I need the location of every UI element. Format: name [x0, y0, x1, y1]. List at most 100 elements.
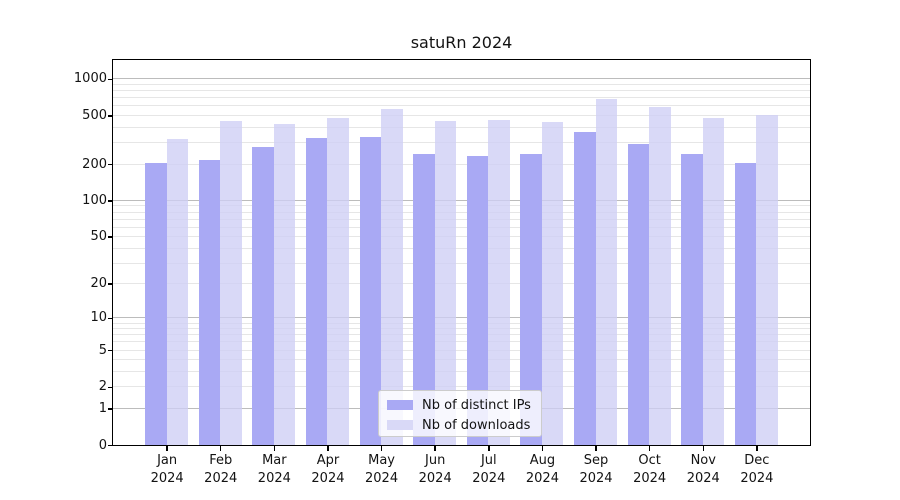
- gridline-y-900: [113, 84, 810, 86]
- x-tick-mark-4: [327, 445, 329, 451]
- y-tick-label-500: 500: [82, 108, 107, 124]
- gridline-y-800: [113, 90, 810, 92]
- x-tick-mark-6: [434, 445, 436, 451]
- gridline-y-3: [113, 371, 810, 373]
- gridline-y-100: [113, 199, 810, 201]
- legend-label-downloads: Nb of downloads: [422, 417, 531, 433]
- y-tick-mark-10: [108, 317, 113, 320]
- x-tick-label-9: Sep 2024: [579, 453, 613, 486]
- x-tick-mark-9: [595, 445, 597, 451]
- y-tick-label-0: 0: [98, 437, 107, 453]
- y-tick-mark-1: [108, 408, 113, 410]
- y-tick-mark-5: [108, 349, 113, 352]
- bar-downloads-12: [756, 114, 778, 445]
- plot-area: [112, 59, 811, 446]
- gridline-y-90: [113, 205, 810, 207]
- bar-distinct-ips-3: [252, 147, 274, 445]
- x-tick-label-10: Oct 2024: [633, 453, 667, 486]
- bar-distinct-ips-7: [466, 156, 489, 445]
- legend-item-distinct-ips: Nb of distinct IPs: [387, 397, 533, 413]
- gridline-y-700: [113, 97, 810, 99]
- bar-downloads-7: [488, 120, 510, 445]
- x-tick-mark-2: [219, 445, 222, 451]
- y-tick-label-20: 20: [90, 276, 107, 292]
- x-tick-label-8: Aug 2024: [525, 453, 559, 486]
- x-tick-label-5: May 2024: [365, 453, 399, 486]
- gridline-y-40: [113, 247, 810, 249]
- bar-distinct-ips-1: [145, 162, 167, 445]
- bar-downloads-1: [166, 139, 189, 445]
- y-tick-label-5: 5: [98, 342, 107, 358]
- gridline-y-5: [113, 349, 810, 351]
- x-tick-label-3: Mar 2024: [257, 453, 291, 486]
- y-tick-label-10: 10: [90, 310, 107, 326]
- gridline-y-6: [113, 341, 810, 343]
- y-tick-mark-2: [108, 386, 113, 389]
- chart-title: satuRn 2024: [410, 33, 513, 52]
- legend-swatch-downloads: [387, 420, 413, 430]
- bar-downloads-6: [434, 120, 457, 445]
- x-tick-label-6: Jun 2024: [418, 453, 452, 486]
- bar-distinct-ips-10: [627, 143, 650, 445]
- gridline-y-300: [113, 142, 810, 144]
- bar-downloads-5: [381, 109, 403, 445]
- x-tick-mark-10: [648, 445, 651, 451]
- bar-distinct-ips-6: [413, 153, 435, 445]
- y-tick-label-100: 100: [82, 192, 107, 208]
- gridline-y-10: [113, 317, 810, 319]
- gridline-y-1000: [113, 78, 810, 80]
- x-tick-label-11: Nov 2024: [686, 453, 720, 486]
- gridline-y-60: [113, 226, 810, 228]
- x-tick-mark-12: [756, 445, 758, 451]
- y-tick-label-1000: 1000: [73, 71, 107, 87]
- gridline-y-7: [113, 334, 810, 336]
- y-tick-mark-1000: [108, 78, 113, 81]
- bar-downloads-3: [273, 123, 296, 445]
- gridline-y-70: [113, 218, 810, 220]
- gridline-y-9: [113, 322, 810, 324]
- y-tick-mark-0: [108, 444, 113, 447]
- y-tick-label-50: 50: [90, 229, 107, 245]
- gridline-y-50: [113, 236, 810, 238]
- legend-item-downloads: Nb of downloads: [387, 417, 533, 433]
- bar-downloads-9: [595, 99, 618, 445]
- gridline-y-8: [113, 328, 810, 330]
- gridline-y-200: [113, 163, 810, 165]
- x-tick-label-2: Feb 2024: [204, 453, 238, 486]
- legend-label-distinct-ips: Nb of distinct IPs: [422, 397, 531, 413]
- bar-downloads-4: [327, 117, 349, 445]
- bar-downloads-2: [220, 121, 242, 445]
- y-tick-label-2: 2: [98, 379, 107, 395]
- bar-downloads-11: [702, 118, 725, 445]
- x-tick-mark-7: [488, 445, 490, 451]
- gridline-y-600: [113, 105, 810, 107]
- x-tick-label-7: Jul 2024: [472, 453, 506, 486]
- gridline-y-20: [113, 283, 810, 285]
- x-tick-mark-8: [541, 445, 544, 451]
- bar-distinct-ips-8: [520, 154, 542, 445]
- gridline-y-2: [113, 386, 810, 388]
- x-tick-mark-11: [702, 445, 705, 451]
- bar-distinct-ips-5: [359, 136, 382, 445]
- bar-downloads-10: [649, 107, 671, 445]
- y-tick-mark-200: [108, 163, 113, 166]
- y-tick-label-1: 1: [98, 400, 107, 416]
- bar-distinct-ips-11: [681, 154, 703, 445]
- x-tick-label-12: Dec 2024: [740, 453, 774, 486]
- bar-distinct-ips-4: [305, 137, 328, 445]
- gridline-y-500: [113, 115, 810, 117]
- y-tick-mark-500: [108, 115, 113, 117]
- y-tick-mark-50: [108, 236, 113, 238]
- y-tick-mark-100: [108, 200, 113, 202]
- legend-swatch-distinct-ips: [387, 400, 413, 410]
- x-tick-label-1: Jan 2024: [150, 453, 184, 486]
- gridline-y-30: [113, 262, 810, 264]
- x-tick-mark-1: [166, 445, 168, 451]
- bar-downloads-8: [541, 122, 564, 445]
- bar-distinct-ips-2: [198, 160, 221, 445]
- gridline-y-80: [113, 211, 810, 213]
- gridline-y-4: [113, 359, 810, 361]
- y-tick-label-200: 200: [82, 156, 107, 172]
- x-tick-mark-3: [273, 445, 276, 451]
